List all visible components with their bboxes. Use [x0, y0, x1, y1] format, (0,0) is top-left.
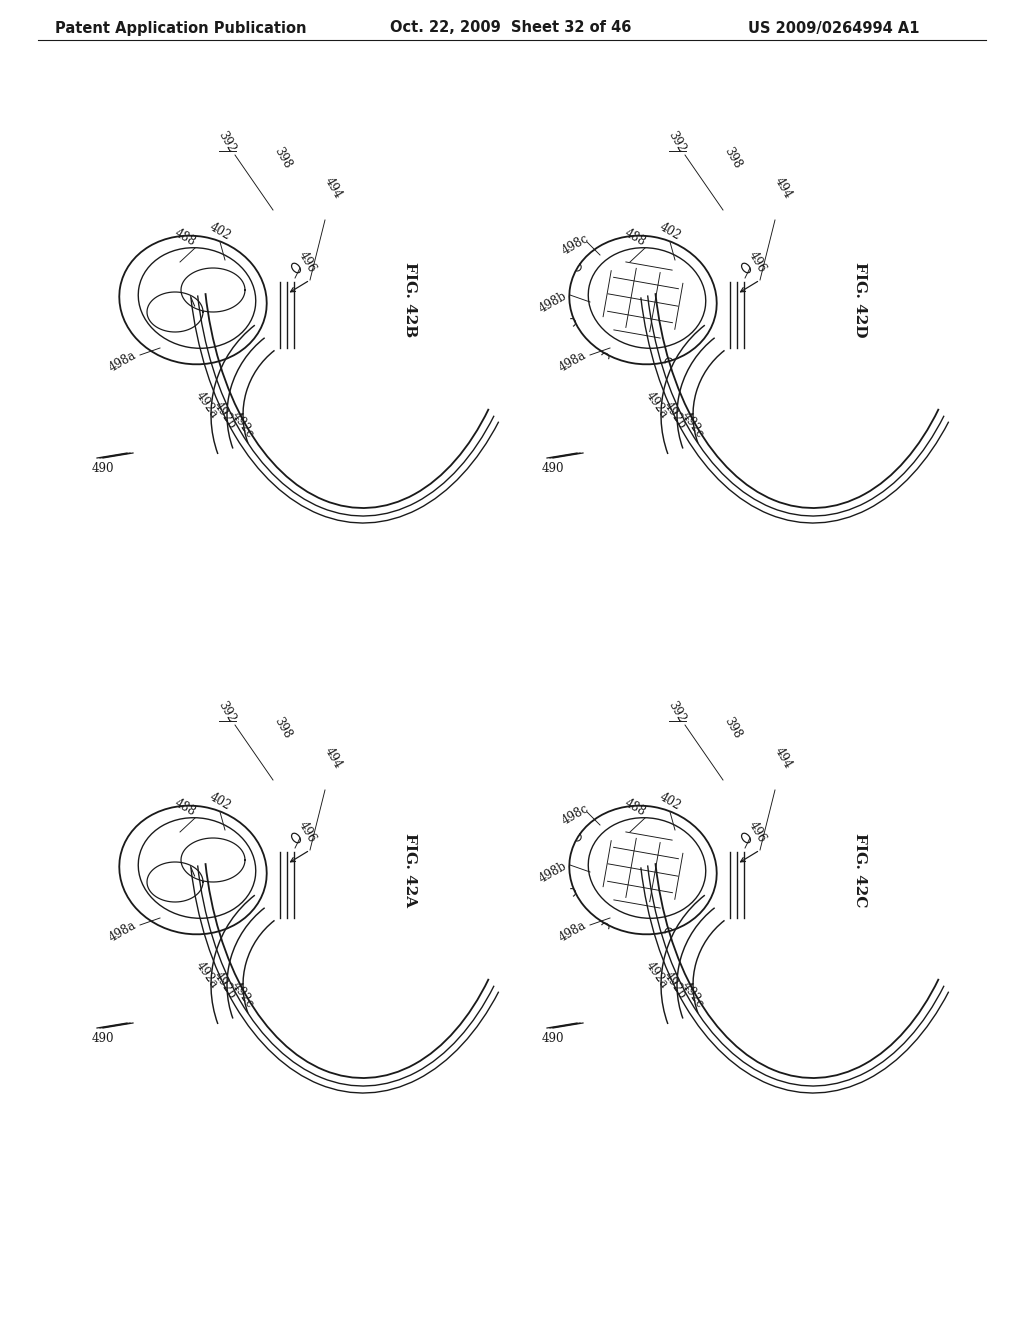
Text: 492a: 492a	[643, 960, 671, 991]
Text: 492b: 492b	[211, 399, 239, 432]
Text: 488: 488	[623, 227, 648, 249]
Text: FIG. 42B: FIG. 42B	[403, 263, 417, 338]
Text: 402: 402	[657, 220, 683, 243]
Text: 402: 402	[207, 791, 232, 813]
Text: 492b: 492b	[211, 969, 239, 1001]
Text: Patent Application Publication: Patent Application Publication	[55, 21, 306, 36]
Text: 496: 496	[296, 818, 318, 845]
Text: 492a: 492a	[194, 960, 221, 991]
Text: 488: 488	[623, 797, 648, 820]
Text: 490: 490	[542, 1031, 564, 1044]
Text: 392: 392	[666, 700, 688, 725]
Text: 488: 488	[172, 797, 198, 820]
Text: 492c: 492c	[229, 409, 257, 441]
Text: 492a: 492a	[643, 389, 671, 421]
Text: 392: 392	[216, 700, 239, 725]
Text: 492a: 492a	[194, 389, 221, 421]
Text: 392: 392	[666, 129, 688, 154]
Text: 498b: 498b	[537, 859, 569, 886]
Text: 494: 494	[322, 744, 344, 771]
Text: 488: 488	[172, 227, 198, 249]
Text: 496: 496	[745, 249, 768, 275]
Text: 494: 494	[772, 176, 795, 201]
Text: 494: 494	[322, 176, 344, 201]
Text: 490: 490	[92, 1031, 115, 1044]
Text: 498a: 498a	[557, 348, 589, 375]
Text: 498c: 498c	[559, 232, 591, 257]
Text: 398: 398	[271, 145, 294, 170]
Text: 496: 496	[745, 818, 768, 845]
Text: 490: 490	[542, 462, 564, 474]
Text: 498c: 498c	[559, 803, 591, 828]
Text: 496: 496	[296, 249, 318, 275]
Text: FIG. 42A: FIG. 42A	[403, 833, 417, 907]
Text: 498a: 498a	[108, 919, 139, 945]
Text: 490: 490	[92, 462, 115, 474]
Text: FIG. 42D: FIG. 42D	[853, 263, 867, 338]
Text: US 2009/0264994 A1: US 2009/0264994 A1	[748, 21, 920, 36]
Text: 498a: 498a	[108, 348, 139, 375]
Text: 492b: 492b	[662, 399, 689, 432]
Text: 492c: 492c	[679, 979, 707, 1011]
Text: 498a: 498a	[557, 919, 589, 945]
Text: Oct. 22, 2009  Sheet 32 of 46: Oct. 22, 2009 Sheet 32 of 46	[390, 21, 632, 36]
Text: 492b: 492b	[662, 969, 689, 1001]
Text: 402: 402	[207, 220, 232, 243]
Text: 398: 398	[271, 715, 294, 741]
Text: 402: 402	[657, 791, 683, 813]
Text: 398: 398	[722, 145, 744, 170]
Text: 494: 494	[772, 744, 795, 771]
Text: FIG. 42C: FIG. 42C	[853, 833, 867, 907]
Text: 498b: 498b	[537, 289, 569, 315]
Text: 392: 392	[216, 129, 239, 154]
Text: 492c: 492c	[229, 979, 257, 1011]
Text: 398: 398	[722, 715, 744, 741]
Text: 492c: 492c	[679, 409, 707, 441]
